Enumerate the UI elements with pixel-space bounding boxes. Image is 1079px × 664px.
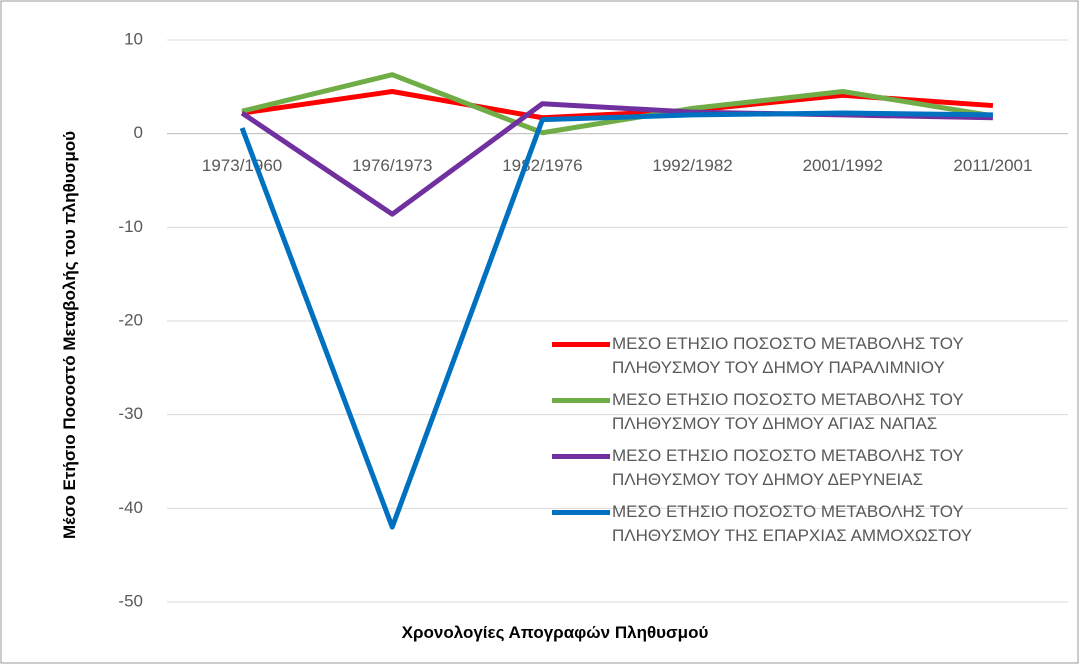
y-tick-label: -20: [118, 310, 143, 329]
legend-swatch: [552, 454, 610, 459]
legend-item: ΜΕΣΟ ΕΤΗΣΙΟ ΠΟΣΟΣΤΟ ΜΕΤΑΒΟΛΗΣ ΤΟΥ ΠΛΗΘΥΣ…: [552, 332, 1042, 380]
series-line: [241, 72, 994, 136]
x-tick-label: 2001/1992: [803, 156, 883, 175]
x-tick-label: 2011/2001: [953, 156, 1032, 175]
legend-swatch: [552, 398, 610, 403]
y-tick-label: -50: [118, 591, 143, 610]
x-tick-label: 1992/1982: [652, 156, 732, 175]
series-line: [239, 110, 993, 530]
y-tick-label: -30: [118, 404, 143, 423]
x-tick-label: 1973/1960: [202, 156, 282, 175]
legend-item: ΜΕΣΟ ΕΤΗΣΙΟ ΠΟΣΟΣΤΟ ΜΕΤΑΒΟΛΗΣ ΤΟΥ ΠΛΗΘΥΣ…: [552, 500, 1042, 548]
legend-label: ΜΕΣΟ ΕΤΗΣΙΟ ΠΟΣΟΣΤΟ ΜΕΤΑΒΟΛΗΣ ΤΟΥ ΠΛΗΘΥΣ…: [612, 334, 964, 377]
legend-swatch: [552, 510, 610, 515]
x-axis-title: Χρονολογίες Απογραφών Πληθυσμού: [401, 623, 709, 642]
legend: ΜΕΣΟ ΕΤΗΣΙΟ ΠΟΣΟΣΤΟ ΜΕΤΑΒΟΛΗΣ ΤΟΥ ΠΛΗΘΥΣ…: [552, 332, 1052, 556]
legend-label: ΜΕΣΟ ΕΤΗΣΙΟ ΠΟΣΟΣΤΟ ΜΕΤΑΒΟΛΗΣ ΤΟΥ ΠΛΗΘΥΣ…: [612, 390, 964, 433]
legend-label: ΜΕΣΟ ΕΤΗΣΙΟ ΠΟΣΟΣΤΟ ΜΕΤΑΒΟΛΗΣ ΤΟΥ ΠΛΗΘΥΣ…: [612, 446, 964, 489]
legend-swatch: [552, 342, 610, 347]
legend-label: ΜΕΣΟ ΕΤΗΣΙΟ ΠΟΣΟΣΤΟ ΜΕΤΑΒΟΛΗΣ ΤΟΥ ΠΛΗΘΥΣ…: [612, 502, 973, 545]
x-tick-label: 1976/1973: [352, 156, 432, 175]
legend-item: ΜΕΣΟ ΕΤΗΣΙΟ ΠΟΣΟΣΤΟ ΜΕΤΑΒΟΛΗΣ ΤΟΥ ΠΛΗΘΥΣ…: [552, 388, 1042, 436]
legend-item: ΜΕΣΟ ΕΤΗΣΙΟ ΠΟΣΟΣΤΟ ΜΕΤΑΒΟΛΗΣ ΤΟΥ ΠΛΗΘΥΣ…: [552, 444, 1042, 492]
y-tick-label: -40: [118, 498, 143, 517]
y-tick-label: 0: [134, 123, 143, 142]
y-axis-title: Μέσο Ετήσιο Ποσοστό Μεταβολής του πληθυσ…: [60, 130, 79, 540]
y-tick-label: -10: [118, 217, 143, 236]
x-tick-label: 1982/1976: [502, 156, 582, 175]
y-tick-label: 10: [124, 29, 143, 48]
